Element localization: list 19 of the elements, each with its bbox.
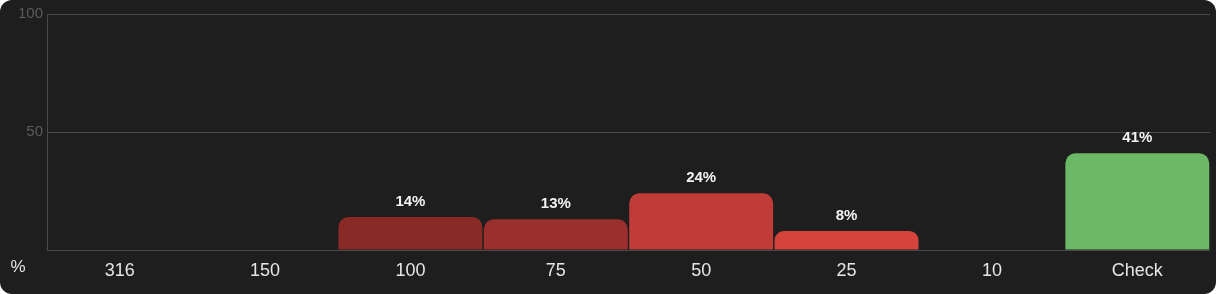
bar <box>483 219 628 250</box>
y-axis-title: % <box>10 256 26 276</box>
data-label: 24% <box>686 168 717 185</box>
x-tick-label: 10 <box>981 259 1002 280</box>
x-tick-label: 100 <box>395 259 426 280</box>
bar <box>338 216 483 250</box>
x-tick-label: 316 <box>104 259 135 280</box>
bar <box>629 193 774 250</box>
x-tick-label: Check <box>1111 259 1164 280</box>
x-tick-label: 25 <box>836 259 857 280</box>
bar <box>774 231 919 250</box>
data-label: 8% <box>835 205 858 223</box>
data-label: 13% <box>540 193 571 211</box>
bar <box>1065 153 1210 250</box>
data-label: 41% <box>1122 127 1153 145</box>
x-tick-label: 75 <box>545 259 566 280</box>
x-tick-label: 50 <box>691 259 712 280</box>
data-label: 14% <box>395 191 426 209</box>
x-tick-label: 150 <box>250 259 281 280</box>
